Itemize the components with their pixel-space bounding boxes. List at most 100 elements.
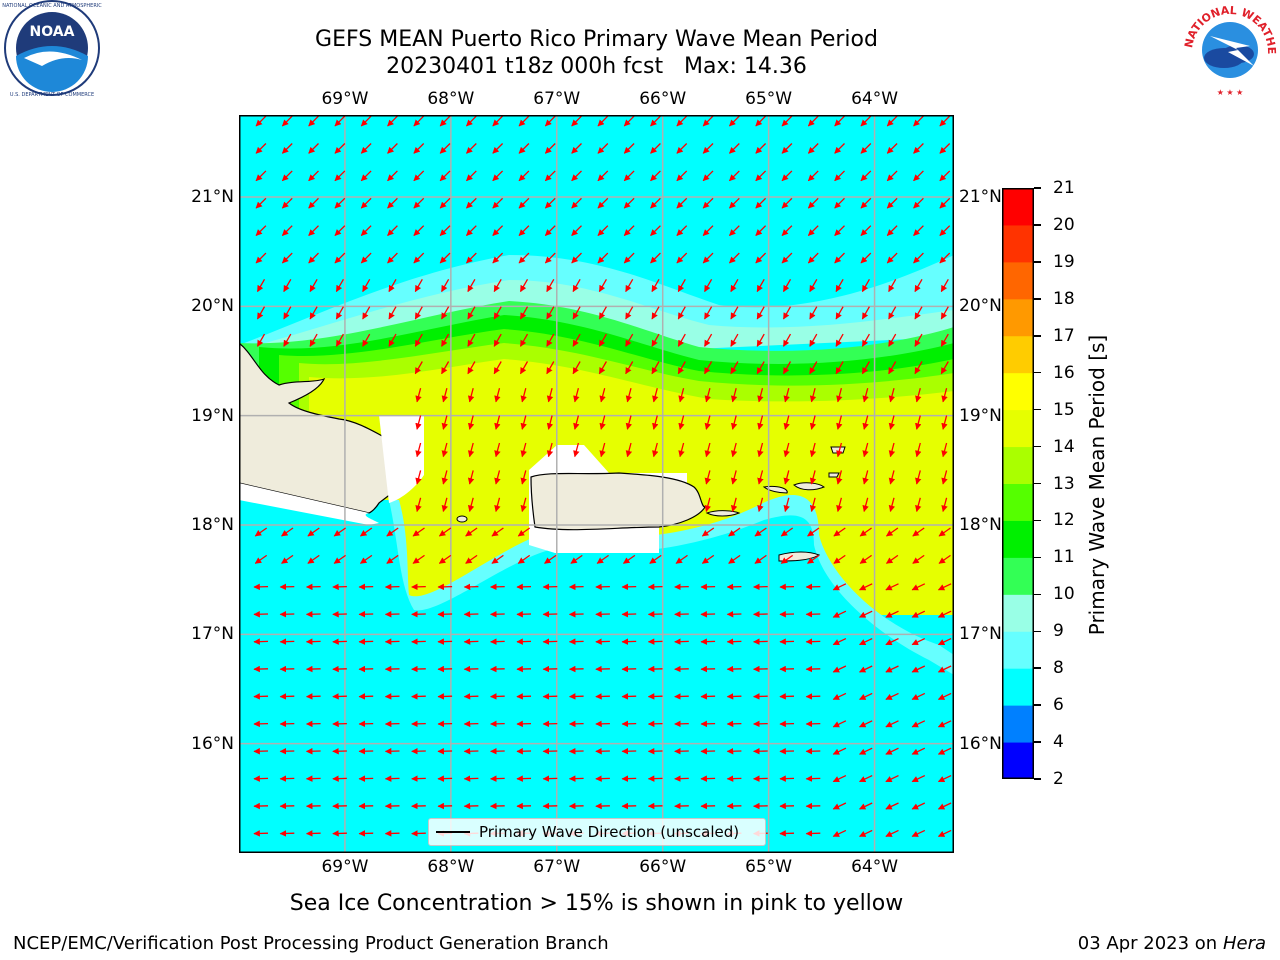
wave-direction-arrow [885, 583, 899, 591]
wave-direction-arrow [859, 692, 873, 700]
wave-direction-arrow [415, 388, 422, 403]
colorbar-tick-label: 8 [1053, 658, 1064, 679]
wave-direction-arrow [597, 143, 609, 154]
wave-direction-arrow [573, 415, 580, 430]
colorbar-bin [1002, 557, 1034, 595]
wave-direction-arrow [859, 583, 873, 591]
wave-direction-arrow [886, 115, 898, 127]
wave-direction-arrow [359, 527, 373, 537]
wave-direction-arrow [387, 170, 398, 182]
lat-tick-right: 16°N [959, 733, 1002, 754]
footer-date-text: 03 Apr 2023 on [1077, 933, 1223, 954]
wave-direction-arrow [730, 388, 738, 403]
wave-direction-arrow [834, 252, 845, 264]
graticule [239, 115, 954, 853]
wave-direction-arrow [359, 554, 373, 564]
wave-direction-arrow [255, 225, 267, 236]
colorbar-tick-mark [1034, 741, 1041, 743]
wave-direction-arrow [859, 775, 873, 783]
wave-direction-arrow [729, 115, 740, 127]
wave-direction-arrow [308, 143, 319, 154]
wave-direction-arrow [466, 115, 477, 127]
wave-direction-arrow [941, 415, 948, 430]
wave-direction-arrow [729, 225, 740, 236]
wave-direction-arrow [519, 361, 529, 375]
wave-direction-arrow [467, 497, 475, 513]
wave-direction-arrow [466, 225, 477, 236]
wave-direction-arrow [859, 665, 873, 673]
wave-direction-arrow [571, 115, 582, 127]
wave-direction-arrow [832, 665, 847, 673]
wave-direction-arrow [623, 252, 635, 264]
wave-direction-arrow [832, 610, 847, 618]
wave-direction-arrow [940, 333, 949, 347]
wave-direction-arrow [360, 197, 372, 209]
wave-direction-arrow [520, 470, 527, 485]
wave-direction-arrow [518, 170, 530, 182]
svg-text:U.S. DEPARTMENT OF COMMERCE: U.S. DEPARTMENT OF COMMERCE [10, 92, 94, 98]
wave-direction-arrow [544, 225, 556, 236]
wave-direction-arrow [441, 333, 450, 347]
wave-direction-arrow [860, 197, 872, 209]
lon-tick-top: 66°W [639, 89, 687, 109]
wave-direction-arrow [308, 115, 319, 127]
wave-direction-arrow [572, 333, 581, 347]
wave-direction-arrow [517, 554, 531, 564]
map-svg [239, 115, 954, 853]
wave-direction-arrow [781, 225, 793, 236]
lat-tick-left: 16°N [191, 733, 234, 754]
wave-direction-arrow [492, 143, 504, 154]
wave-direction-arrow [360, 115, 372, 127]
wave-direction-arrow [755, 143, 767, 154]
wave-direction-arrow [938, 554, 951, 564]
wave-direction-arrow [915, 388, 922, 403]
wave-direction-arrow [704, 306, 713, 320]
wave-direction-arrow [807, 225, 819, 236]
wave-direction-arrow [702, 143, 714, 154]
wave-direction-arrow [309, 306, 318, 320]
wave-direction-arrow [283, 278, 292, 293]
wave-direction-arrow [441, 388, 448, 403]
wave-direction-arrow [255, 170, 267, 182]
wave-direction-arrow [886, 225, 898, 236]
lon-tick-top: 68°W [427, 89, 475, 109]
wave-direction-arrow [911, 638, 926, 646]
wave-direction-arrow [832, 802, 847, 810]
footer-host: Hera [1222, 933, 1266, 954]
colorbar-tick-label: 20 [1053, 214, 1075, 235]
wave-direction-arrow [914, 361, 923, 375]
wave-direction-arrow [836, 388, 843, 403]
wave-direction-arrow [494, 415, 501, 430]
wave-direction-arrow [911, 747, 926, 755]
wave-direction-arrow [623, 225, 635, 236]
sea-ice-note: Sea Ice Concentration > 15% is shown in … [289, 891, 904, 916]
wave-direction-arrow [915, 470, 922, 485]
colorbar-tick-label: 13 [1053, 473, 1075, 494]
wave-direction-arrow [387, 225, 398, 236]
wave-direction-arrow [730, 361, 739, 375]
wave-direction-arrow [546, 306, 555, 320]
wave-direction-arrow [625, 361, 634, 375]
virgin-islands [762, 482, 825, 494]
wave-direction-arrow [597, 225, 609, 236]
wave-direction-arrow [885, 554, 899, 564]
wave-direction-arrow [807, 527, 820, 537]
wave-direction-arrow [492, 252, 504, 264]
wave-direction-arrow [835, 278, 844, 293]
wave-direction-arrow [859, 829, 873, 837]
wave-direction-arrow [573, 388, 580, 403]
wave-direction-arrow [281, 115, 293, 127]
wave-direction-arrow [809, 278, 818, 293]
coastal-mask-mona [379, 415, 424, 503]
wave-direction-arrow [835, 361, 844, 375]
wave-direction-arrow [599, 415, 606, 430]
wave-direction-arrow [677, 278, 686, 293]
wave-direction-arrow [885, 610, 899, 618]
wave-direction-arrow [651, 361, 660, 375]
wave-direction-arrow [937, 638, 952, 646]
wave-direction-arrow [675, 554, 688, 564]
wave-direction-arrow [441, 278, 450, 293]
wave-direction-arrow [834, 170, 845, 182]
wave-direction-arrow [676, 197, 688, 209]
wave-direction-arrow [888, 415, 896, 430]
